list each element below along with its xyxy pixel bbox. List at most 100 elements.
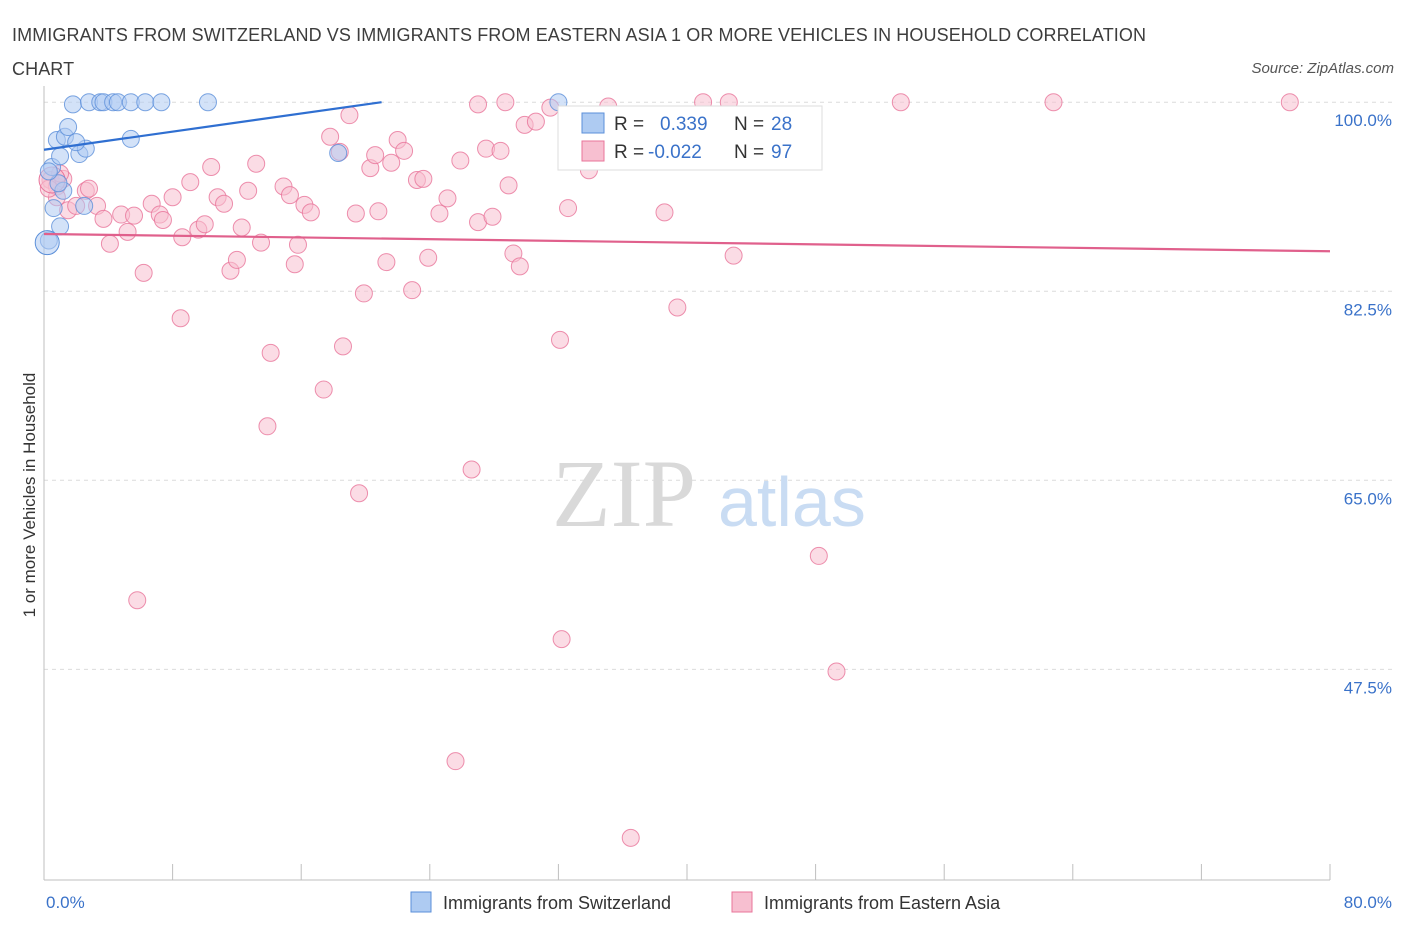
- point-eastern-asia-17: [171, 309, 190, 328]
- point-eastern-asia-89: [552, 630, 571, 649]
- point-eastern-asia-72: [559, 199, 578, 218]
- source-label: Source: ZipAtlas.com: [1251, 60, 1394, 77]
- point-switzerland-17: [198, 93, 217, 112]
- stats-n-label-pink: N =: [734, 142, 764, 163]
- point-eastern-asia-81: [809, 546, 828, 565]
- point-eastern-asia-7: [94, 209, 113, 228]
- point-eastern-asia-43: [340, 106, 359, 125]
- point-eastern-asia-12: [134, 263, 153, 282]
- point-switzerland-3: [51, 147, 70, 166]
- point-eastern-asia-24: [215, 194, 234, 213]
- y-tick-labels: 100.0% 82.5% 65.0% 47.5%: [1334, 111, 1392, 697]
- point-eastern-asia-34: [280, 186, 299, 205]
- point-eastern-asia-57: [419, 248, 438, 267]
- point-eastern-asia-61: [462, 460, 481, 479]
- point-switzerland-25: [67, 133, 86, 152]
- point-eastern-asia-54: [403, 281, 422, 300]
- trend-line-switzerland: [43, 101, 382, 151]
- point-eastern-asia-16: [163, 188, 182, 207]
- stats-n-value-blue: 28: [771, 114, 792, 135]
- point-eastern-asia-68: [510, 257, 529, 276]
- point-eastern-asia-46: [354, 284, 373, 303]
- point-eastern-asia-27: [232, 218, 251, 237]
- point-eastern-asia-32: [261, 343, 280, 362]
- point-eastern-asia-60: [451, 151, 470, 170]
- point-eastern-asia-59: [438, 189, 457, 208]
- y-tick-label-2: 65.0%: [1344, 489, 1392, 508]
- point-eastern-asia-22: [202, 158, 221, 177]
- stats-n-label-blue: N =: [734, 114, 764, 135]
- point-eastern-asia-10: [118, 222, 137, 241]
- point-eastern-asia-64: [483, 207, 502, 226]
- stats-swatch-pink: [581, 140, 605, 162]
- legend-swatch-switzerland: [410, 891, 432, 913]
- x-tick-labels: 0.0% 80.0%: [46, 893, 1392, 912]
- point-switzerland-6: [63, 95, 82, 114]
- point-eastern-asia-48: [366, 146, 385, 165]
- gridlines: [44, 101, 1394, 670]
- point-eastern-asia-91: [128, 591, 147, 610]
- point-switzerland-large: [34, 230, 60, 256]
- point-eastern-asia-15: [153, 210, 172, 229]
- point-eastern-asia-90: [446, 752, 465, 771]
- point-eastern-asia-49: [369, 202, 388, 221]
- point-eastern-asia-92: [621, 828, 640, 847]
- stats-r-value-pink: -0.022: [648, 142, 702, 163]
- point-eastern-asia-21: [195, 215, 214, 234]
- point-eastern-asia-56: [414, 169, 433, 188]
- point-eastern-asia-18: [173, 228, 192, 247]
- point-eastern-asia-85: [1280, 93, 1299, 112]
- legend-label-eastern-asia: Immigrants from Eastern Asia: [764, 893, 1001, 913]
- point-eastern-asia-28: [239, 181, 258, 200]
- stats-n-value-pink: 97: [771, 142, 792, 163]
- point-eastern-asia-77: [668, 298, 687, 317]
- point-switzerland-5: [59, 118, 78, 137]
- point-eastern-asia-42: [333, 337, 352, 356]
- point-switzerland-27: [39, 162, 58, 181]
- point-switzerland-15: [136, 93, 155, 112]
- x-tick-label-1: 80.0%: [1344, 893, 1392, 912]
- chart-title: IMMIGRANTS FROM SWITZERLAND VS IMMIGRANT…: [12, 25, 1147, 79]
- point-eastern-asia-51: [382, 153, 401, 172]
- bottom-legend: Immigrants from Switzerland Immigrants f…: [410, 891, 1001, 913]
- point-eastern-asia-36: [288, 235, 307, 254]
- point-eastern-asia-45: [350, 484, 369, 503]
- x-tick-label-0: 0.0%: [46, 893, 85, 912]
- point-eastern-asia-80: [724, 246, 743, 265]
- point-eastern-asia-66: [499, 176, 518, 195]
- stats-r-label-blue: R =: [614, 114, 644, 135]
- point-eastern-asia-19: [181, 173, 200, 192]
- point-eastern-asia-40: [321, 127, 340, 146]
- point-eastern-asia-71: [551, 330, 570, 349]
- trend-lines: [43, 101, 1331, 253]
- point-eastern-asia-50: [377, 253, 396, 272]
- point-eastern-asia-8: [100, 234, 119, 253]
- point-eastern-asia-29: [247, 154, 266, 173]
- legend-swatch-eastern-asia: [731, 891, 753, 913]
- point-eastern-asia-76: [655, 203, 674, 222]
- stats-r-value-blue: 0.339: [660, 114, 708, 135]
- point-eastern-asia-86: [469, 95, 488, 114]
- point-switzerland-22: [44, 199, 63, 218]
- y-axis-label: 1 or more Vehicles in Household: [20, 373, 39, 618]
- point-switzerland-26: [49, 174, 68, 193]
- legend-label-switzerland: Immigrants from Switzerland: [443, 893, 671, 913]
- series-switzerland: [34, 93, 568, 256]
- point-eastern-asia-30: [252, 233, 271, 252]
- point-eastern-asia-82: [827, 662, 846, 681]
- point-eastern-asia-39: [314, 380, 333, 399]
- point-eastern-asia-44: [346, 204, 365, 223]
- axes: [43, 86, 1331, 881]
- point-eastern-asia-35: [285, 255, 304, 274]
- point-eastern-asia-88: [496, 93, 515, 112]
- point-eastern-asia-70: [526, 112, 545, 131]
- point-eastern-asia-84: [1044, 93, 1063, 112]
- stats-r-label-pink: R =: [614, 142, 644, 163]
- stats-legend: R = 0.339 N = 28 R = -0.022 N = 97: [557, 105, 823, 171]
- point-eastern-asia-11: [125, 206, 144, 225]
- point-switzerland-24: [75, 196, 94, 215]
- y-tick-label-1: 82.5%: [1344, 300, 1392, 319]
- point-eastern-asia-53: [395, 141, 414, 160]
- y-tick-label-0: 100.0%: [1334, 111, 1392, 130]
